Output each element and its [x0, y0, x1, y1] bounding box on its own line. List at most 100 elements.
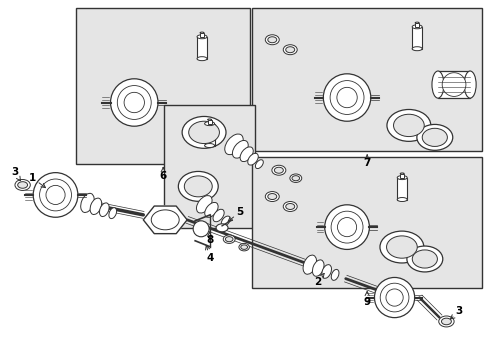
Bar: [76, 8, 250, 164]
Ellipse shape: [442, 73, 466, 96]
Ellipse shape: [255, 160, 263, 168]
Ellipse shape: [178, 171, 218, 201]
Ellipse shape: [184, 176, 212, 197]
Ellipse shape: [439, 316, 454, 327]
Ellipse shape: [99, 203, 109, 217]
Ellipse shape: [286, 47, 294, 53]
Ellipse shape: [225, 134, 243, 155]
Ellipse shape: [248, 153, 258, 165]
Ellipse shape: [33, 173, 78, 217]
Ellipse shape: [196, 195, 212, 213]
Ellipse shape: [81, 193, 94, 212]
Ellipse shape: [387, 109, 431, 141]
Ellipse shape: [268, 194, 277, 199]
Ellipse shape: [283, 202, 297, 211]
Ellipse shape: [407, 246, 443, 272]
Ellipse shape: [241, 245, 247, 249]
Ellipse shape: [330, 81, 364, 114]
Ellipse shape: [325, 205, 369, 249]
Ellipse shape: [412, 25, 422, 29]
Ellipse shape: [387, 236, 417, 258]
Ellipse shape: [223, 235, 235, 243]
Ellipse shape: [182, 116, 226, 148]
Bar: [200, 33, 204, 37]
Ellipse shape: [216, 224, 228, 232]
Ellipse shape: [412, 47, 422, 51]
Ellipse shape: [208, 119, 212, 120]
Ellipse shape: [415, 22, 419, 23]
Text: 3: 3: [450, 306, 463, 319]
Ellipse shape: [331, 211, 363, 243]
Bar: [252, 8, 482, 151]
Bar: [197, 37, 207, 59]
Bar: [438, 71, 470, 98]
Ellipse shape: [200, 32, 204, 33]
Ellipse shape: [313, 260, 324, 276]
Ellipse shape: [338, 217, 357, 237]
Ellipse shape: [239, 243, 249, 251]
Ellipse shape: [400, 173, 404, 174]
Ellipse shape: [232, 140, 248, 158]
Ellipse shape: [109, 208, 117, 219]
Ellipse shape: [393, 114, 424, 136]
Ellipse shape: [422, 128, 447, 147]
Ellipse shape: [303, 255, 317, 274]
Bar: [208, 120, 212, 123]
Ellipse shape: [205, 122, 215, 126]
Ellipse shape: [322, 265, 332, 278]
Text: 6: 6: [160, 168, 167, 181]
Ellipse shape: [397, 198, 407, 202]
Ellipse shape: [189, 121, 220, 144]
Bar: [205, 123, 215, 145]
Bar: [164, 105, 255, 228]
Ellipse shape: [331, 269, 339, 280]
Ellipse shape: [205, 202, 218, 217]
Bar: [397, 177, 407, 199]
Ellipse shape: [268, 37, 277, 43]
Ellipse shape: [286, 203, 294, 210]
Ellipse shape: [283, 45, 297, 55]
Ellipse shape: [213, 209, 224, 222]
Ellipse shape: [417, 125, 453, 150]
Text: 3: 3: [11, 167, 21, 181]
Ellipse shape: [374, 278, 415, 318]
Ellipse shape: [386, 289, 403, 306]
Ellipse shape: [90, 198, 101, 215]
Ellipse shape: [40, 179, 72, 211]
Ellipse shape: [46, 185, 65, 204]
Ellipse shape: [274, 167, 283, 173]
Bar: [415, 23, 419, 27]
Ellipse shape: [292, 176, 299, 181]
Ellipse shape: [225, 237, 233, 242]
Ellipse shape: [380, 283, 409, 312]
Bar: [400, 174, 404, 177]
Ellipse shape: [397, 176, 407, 180]
Bar: [252, 157, 482, 288]
Ellipse shape: [240, 147, 253, 162]
Ellipse shape: [197, 35, 207, 39]
Text: 7: 7: [364, 155, 371, 168]
Ellipse shape: [124, 92, 145, 113]
Ellipse shape: [18, 182, 27, 188]
Text: 8: 8: [206, 232, 213, 246]
Ellipse shape: [15, 180, 30, 190]
Bar: [412, 27, 422, 49]
Ellipse shape: [441, 318, 451, 325]
Ellipse shape: [323, 74, 371, 121]
Text: 9: 9: [364, 292, 371, 306]
Ellipse shape: [412, 250, 438, 268]
Ellipse shape: [205, 144, 215, 148]
Ellipse shape: [117, 86, 151, 120]
Text: 1: 1: [29, 173, 46, 188]
Text: 5: 5: [228, 207, 244, 221]
Text: 4: 4: [205, 246, 214, 263]
Ellipse shape: [337, 87, 357, 108]
Ellipse shape: [197, 57, 207, 61]
Ellipse shape: [111, 79, 158, 126]
Ellipse shape: [221, 216, 230, 226]
Ellipse shape: [265, 192, 279, 202]
Ellipse shape: [193, 221, 209, 237]
Ellipse shape: [290, 174, 302, 183]
Ellipse shape: [464, 71, 476, 98]
Ellipse shape: [151, 210, 179, 230]
